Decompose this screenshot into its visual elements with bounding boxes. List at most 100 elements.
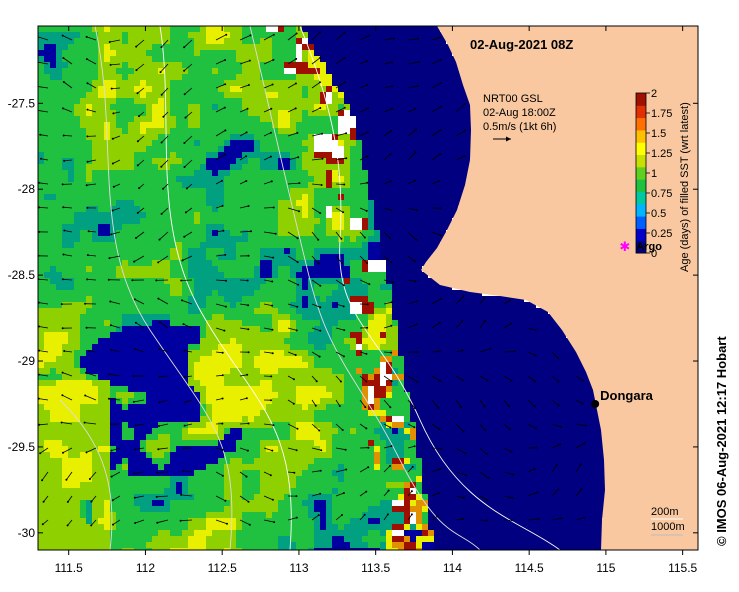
sst-age-cell — [302, 80, 308, 86]
sst-age-cell — [92, 314, 98, 320]
sst-age-cell — [488, 386, 494, 392]
sst-age-cell — [50, 314, 56, 320]
sst-age-cell — [98, 416, 104, 422]
sst-age-cell — [176, 122, 182, 128]
sst-age-cell — [416, 350, 422, 356]
sst-age-cell — [302, 278, 308, 284]
sst-age-cell — [296, 242, 302, 248]
sst-age-cell — [566, 374, 572, 380]
sst-age-cell — [332, 206, 338, 212]
sst-age-cell — [128, 272, 134, 278]
sst-age-cell — [146, 320, 152, 326]
sst-age-cell — [56, 416, 62, 422]
sst-age-cell — [302, 320, 308, 326]
sst-age-cell — [38, 62, 44, 68]
sst-age-cell — [104, 284, 110, 290]
sst-age-cell — [218, 122, 224, 128]
sst-age-cell — [146, 188, 152, 194]
sst-age-cell — [398, 80, 404, 86]
sst-age-cell — [386, 164, 392, 170]
sst-age-cell — [338, 260, 344, 266]
sst-age-cell — [56, 44, 62, 50]
sst-age-cell — [410, 26, 416, 32]
sst-age-cell — [512, 410, 518, 416]
sst-age-cell — [38, 350, 44, 356]
sst-age-cell — [146, 332, 152, 338]
sst-age-cell — [356, 194, 362, 200]
sst-age-cell — [380, 338, 386, 344]
sst-age-cell — [104, 188, 110, 194]
sst-age-cell — [428, 338, 434, 344]
sst-age-cell — [188, 410, 194, 416]
sst-age-cell — [74, 200, 80, 206]
sst-age-cell — [290, 254, 296, 260]
sst-age-cell — [380, 284, 386, 290]
sst-age-cell — [110, 56, 116, 62]
sst-age-cell — [260, 212, 266, 218]
sst-age-cell — [374, 68, 380, 74]
sst-age-cell — [110, 176, 116, 182]
sst-age-cell — [332, 164, 338, 170]
sst-age-cell — [158, 74, 164, 80]
sst-age-cell — [170, 296, 176, 302]
sst-age-cell — [416, 218, 422, 224]
sst-age-cell — [542, 374, 548, 380]
sst-age-cell — [146, 284, 152, 290]
sst-age-cell — [200, 146, 206, 152]
sst-age-cell — [188, 326, 194, 332]
sst-age-cell — [116, 338, 122, 344]
sst-age-cell — [56, 164, 62, 170]
sst-age-cell — [122, 152, 128, 158]
sst-age-cell — [158, 326, 164, 332]
sst-age-cell — [98, 350, 104, 356]
sst-age-cell — [326, 410, 332, 416]
sst-age-cell — [74, 140, 80, 146]
sst-age-cell — [98, 128, 104, 134]
sst-age-cell — [56, 218, 62, 224]
sst-age-cell — [206, 332, 212, 338]
sst-age-cell — [356, 74, 362, 80]
sst-age-cell — [494, 374, 500, 380]
sst-age-cell — [146, 260, 152, 266]
sst-age-cell — [170, 170, 176, 176]
sst-age-cell — [458, 344, 464, 350]
sst-age-cell — [422, 176, 428, 182]
sst-age-cell — [68, 350, 74, 356]
sst-age-cell — [398, 56, 404, 62]
sst-age-cell — [290, 170, 296, 176]
sst-age-cell — [122, 110, 128, 116]
sst-age-cell — [368, 206, 374, 212]
sst-age-cell — [134, 134, 140, 140]
sst-age-cell — [332, 254, 338, 260]
sst-age-cell — [68, 50, 74, 56]
sst-age-cell — [176, 392, 182, 398]
sst-age-cell — [164, 92, 170, 98]
sst-age-cell — [362, 86, 368, 92]
sst-age-cell — [92, 380, 98, 386]
sst-age-cell — [50, 272, 56, 278]
sst-age-cell — [422, 278, 428, 284]
sst-age-cell — [398, 224, 404, 230]
sst-age-cell — [128, 80, 134, 86]
sst-age-cell — [440, 380, 446, 386]
sst-age-cell — [158, 170, 164, 176]
sst-age-cell — [254, 158, 260, 164]
sst-age-cell — [410, 194, 416, 200]
sst-age-cell — [122, 314, 128, 320]
sst-age-cell — [116, 146, 122, 152]
sst-age-cell — [158, 56, 164, 62]
sst-age-cell — [308, 338, 314, 344]
sst-age-cell — [104, 416, 110, 422]
sst-age-cell — [116, 248, 122, 254]
sst-age-cell — [116, 128, 122, 134]
sst-age-cell — [254, 80, 260, 86]
sst-age-cell — [212, 86, 218, 92]
sst-age-cell — [158, 302, 164, 308]
sst-age-cell — [116, 320, 122, 326]
sst-age-cell — [158, 122, 164, 128]
sst-age-cell — [86, 302, 92, 308]
sst-age-cell — [356, 338, 362, 344]
sst-age-cell — [80, 218, 86, 224]
sst-age-cell — [380, 50, 386, 56]
sst-age-cell — [296, 404, 302, 410]
